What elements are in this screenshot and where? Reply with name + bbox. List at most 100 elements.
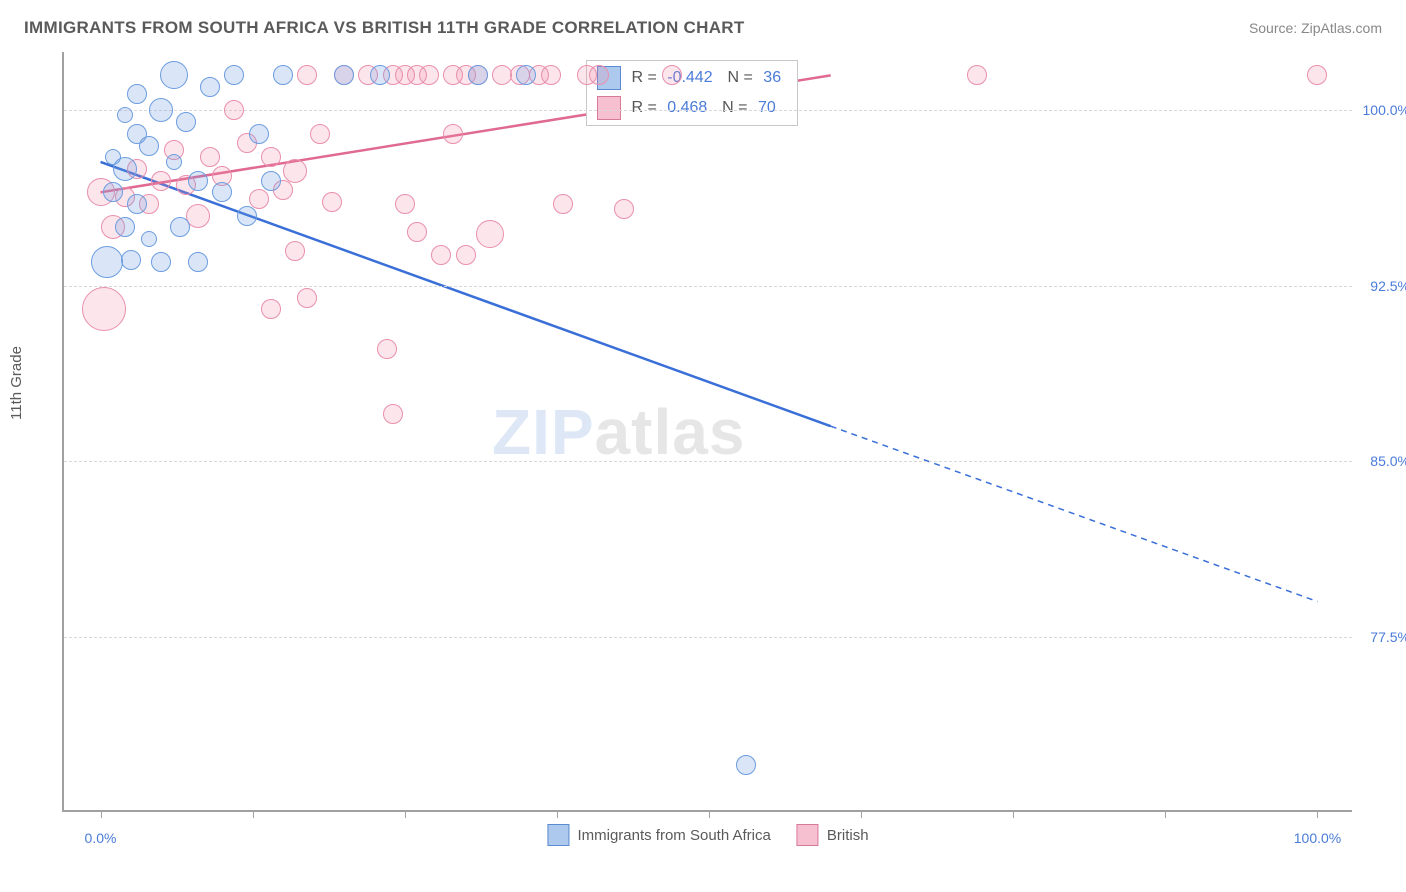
x-tick [861, 810, 862, 818]
y-tick-label: 77.5% [1370, 629, 1406, 645]
data-point-blue [188, 171, 208, 191]
data-point-blue [224, 65, 244, 85]
scatter-plot-area: ZIPatlas R = -0.442 N = 36 R = 0.468 N =… [62, 52, 1352, 812]
data-point-blue [121, 250, 141, 270]
x-tick [557, 810, 558, 818]
data-point-pink [297, 288, 317, 308]
data-point-pink [589, 65, 609, 85]
watermark-part2: atlas [595, 396, 746, 468]
stat-r-label: R = [631, 69, 661, 87]
gridline [64, 637, 1352, 638]
data-point-pink [186, 204, 210, 228]
data-point-pink [151, 171, 171, 191]
data-point-pink [662, 65, 682, 85]
x-tick [1317, 810, 1318, 818]
data-point-blue [149, 98, 173, 122]
data-point-pink [383, 404, 403, 424]
legend-swatch-pink-icon [797, 824, 819, 846]
data-point-blue [127, 84, 147, 104]
y-axis-label: 11th Grade [8, 346, 25, 420]
data-point-blue [273, 65, 293, 85]
data-point-pink [395, 194, 415, 214]
x-tick-label: 100.0% [1294, 830, 1341, 846]
swatch-pink-icon [597, 96, 621, 120]
data-point-blue [141, 231, 157, 247]
x-tick [405, 810, 406, 818]
stat-n-label: N = [719, 69, 758, 87]
stat-row-pink: R = 0.468 N = 70 [587, 93, 797, 123]
data-point-blue [139, 136, 159, 156]
stat-row-blue: R = -0.442 N = 36 [587, 63, 797, 93]
stat-n-value: 36 [763, 69, 781, 87]
x-tick-label: 0.0% [85, 830, 117, 846]
data-point-blue [468, 65, 488, 85]
data-point-pink [443, 124, 463, 144]
trend-lines [64, 52, 1354, 812]
data-point-pink [310, 124, 330, 144]
watermark: ZIPatlas [492, 395, 745, 469]
data-point-blue [334, 65, 354, 85]
legend-label: Immigrants from South Africa [577, 827, 770, 844]
data-point-pink [407, 222, 427, 242]
data-point-blue [103, 182, 123, 202]
data-point-blue [736, 755, 756, 775]
data-point-blue [127, 194, 147, 214]
data-point-pink [456, 245, 476, 265]
data-point-blue [160, 61, 188, 89]
stat-r-label: R = [631, 99, 661, 117]
data-point-blue [176, 112, 196, 132]
legend-label: British [827, 827, 869, 844]
x-tick [101, 810, 102, 818]
data-point-pink [283, 159, 307, 183]
data-point-blue [370, 65, 390, 85]
gridline [64, 461, 1352, 462]
data-point-blue [151, 252, 171, 272]
y-tick-label: 100.0% [1363, 102, 1406, 118]
data-point-blue [249, 124, 269, 144]
data-point-blue [237, 206, 257, 226]
data-point-pink [82, 287, 126, 331]
data-point-blue [166, 154, 182, 170]
data-point-pink [200, 147, 220, 167]
data-point-pink [476, 220, 504, 248]
data-point-pink [261, 147, 281, 167]
correlation-stats-box: R = -0.442 N = 36 R = 0.468 N = 70 [586, 60, 798, 126]
watermark-part1: ZIP [492, 396, 595, 468]
data-point-blue [261, 171, 281, 191]
gridline [64, 286, 1352, 287]
trend-line-blue-solid [101, 162, 831, 426]
data-point-pink [377, 339, 397, 359]
data-point-pink [553, 194, 573, 214]
legend-item-blue: Immigrants from South Africa [547, 824, 770, 846]
data-point-pink [285, 241, 305, 261]
data-point-pink [431, 245, 451, 265]
source-attribution: Source: ZipAtlas.com [1249, 20, 1382, 36]
data-point-pink [224, 100, 244, 120]
legend-swatch-blue-icon [547, 824, 569, 846]
data-point-blue [516, 65, 536, 85]
y-tick-label: 85.0% [1370, 453, 1406, 469]
gridline [64, 110, 1352, 111]
data-point-blue [91, 246, 123, 278]
data-point-blue [105, 149, 121, 165]
data-point-blue [200, 77, 220, 97]
data-point-blue [117, 107, 133, 123]
stat-r-value: 0.468 [667, 99, 707, 117]
x-tick [1013, 810, 1014, 818]
chart-title: IMMIGRANTS FROM SOUTH AFRICA VS BRITISH … [24, 18, 745, 38]
x-tick [709, 810, 710, 818]
data-point-pink [419, 65, 439, 85]
data-point-blue [212, 182, 232, 202]
y-tick-label: 92.5% [1370, 278, 1406, 294]
stat-n-label: N = [713, 99, 752, 117]
stat-n-value: 70 [758, 99, 776, 117]
data-point-pink [541, 65, 561, 85]
series-legend: Immigrants from South Africa British [547, 824, 868, 846]
data-point-pink [492, 65, 512, 85]
data-point-pink [261, 299, 281, 319]
x-tick [1165, 810, 1166, 818]
data-point-pink [322, 192, 342, 212]
data-point-blue [188, 252, 208, 272]
data-point-pink [614, 199, 634, 219]
legend-item-pink: British [797, 824, 869, 846]
